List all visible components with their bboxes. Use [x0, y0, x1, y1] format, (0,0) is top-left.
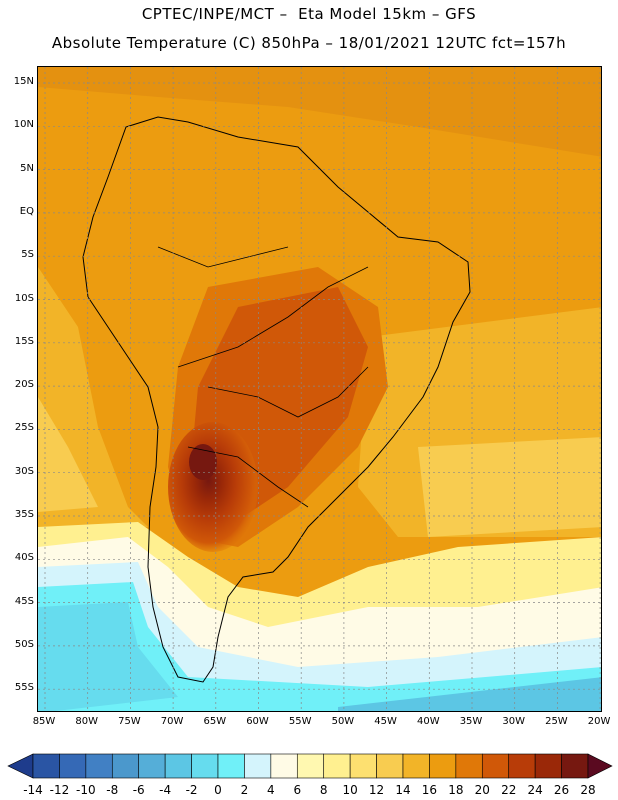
field-pacific-mild [38, 397, 98, 512]
lon-label: 55W [288, 716, 312, 727]
colorbar-label: 8 [319, 783, 328, 797]
colorbar-swatch [59, 753, 87, 779]
field-north [38, 67, 601, 157]
lon-label: 35W [459, 716, 483, 727]
lon-label: 65W [203, 716, 227, 727]
colorbar-swatch [455, 753, 483, 779]
lon-label: 30W [502, 716, 525, 727]
lon-label: 25W [545, 716, 568, 727]
lon-label: 45W [374, 716, 397, 727]
lat-label: 5S [21, 249, 34, 261]
lat-label: 10N [13, 119, 34, 131]
colorbar-label: 18 [448, 783, 464, 797]
lat-label: 10S [14, 292, 34, 304]
lat-label: 45S [14, 595, 34, 607]
colorbar-arrow-high [587, 753, 613, 779]
colorbar-swatch [138, 753, 166, 779]
colorbar-arrow-low [7, 753, 34, 779]
lon-label: 20W [587, 716, 611, 727]
colorbar-label: -4 [159, 783, 172, 797]
colorbar-label: 2 [240, 783, 249, 797]
colorbar-label: -2 [185, 783, 198, 797]
colorbar-swatch [349, 753, 377, 779]
colorbar-swatch [191, 753, 219, 779]
field-atlantic-mild [418, 437, 601, 537]
colorbar-swatch [402, 753, 430, 779]
border-line-1 [177, 266, 369, 368]
colorbar-label: 12 [368, 783, 385, 797]
colorbar-label: 4 [267, 783, 275, 797]
colorbar-swatch [508, 753, 536, 779]
lat-label: 5N [20, 162, 34, 174]
colorbar-label: 16 [421, 783, 438, 797]
colorbar-label: -8 [106, 783, 119, 797]
chart-title-model: CPTEC/INPE/MCT – Eta Model 15km – GFS [141, 5, 477, 23]
field-max-core [189, 444, 217, 480]
colorbar-label: 28 [580, 783, 596, 797]
temperature-map [37, 66, 602, 712]
border-line-2 [207, 366, 369, 418]
lat-label: 15N [13, 76, 34, 87]
border-line-3 [187, 446, 309, 508]
graticule [38, 67, 601, 711]
lat-label: 30S [14, 465, 34, 477]
colorbar-label: 14 [395, 783, 411, 797]
chart-title-variable: Absolute Temperature (C) 850hPa – 18/01/… [51, 34, 567, 52]
field-south-colder [38, 582, 601, 711]
lon-label: 70W [160, 716, 184, 727]
colorbar-swatch [85, 753, 113, 779]
border-line-4 [157, 246, 289, 268]
colorbar-label: -12 [49, 783, 70, 797]
colorbar-swatch [561, 753, 589, 779]
colorbar-label: 24 [527, 783, 543, 797]
colorbar-label: 26 [553, 783, 570, 797]
colorbar-label: -14 [23, 783, 43, 797]
colorbar-label: -10 [76, 783, 96, 797]
lat-label: 25S [14, 422, 34, 434]
field-patagonia-pacific [38, 602, 178, 711]
colorbar-swatch [32, 753, 60, 779]
colorbar-swatch [323, 753, 351, 779]
colorbar-swatch [244, 753, 272, 779]
colorbar-swatch [429, 753, 457, 779]
temperature-field [38, 67, 601, 711]
field-hot-core [168, 422, 258, 552]
colorbar-label: -6 [132, 783, 145, 797]
lon-label: 80W [75, 716, 98, 727]
lat-label: EQ [19, 205, 34, 217]
lon-label: 60W [246, 716, 269, 727]
colorbar [7, 753, 613, 779]
lat-label: 20S [14, 379, 34, 391]
colorbar-label: 0 [214, 783, 222, 797]
field-far-south [338, 677, 601, 711]
lon-label: 40W [416, 716, 440, 727]
lon-label: 50W [331, 716, 355, 727]
colorbar-swatch [376, 753, 404, 779]
lon-label: 75W [118, 716, 141, 727]
colorbar-swatch [534, 753, 562, 779]
lat-label: 50S [14, 638, 34, 650]
colorbar-label: 10 [342, 783, 358, 797]
colorbar-label: 6 [293, 783, 302, 797]
colorbar-swatch [481, 753, 510, 779]
lat-label: 35S [14, 509, 34, 520]
colorbar-swatch [270, 753, 298, 779]
colorbar-swatch [111, 753, 140, 779]
coastline [82, 116, 471, 683]
colorbar-label: 22 [501, 783, 517, 797]
lat-label: 40S [14, 552, 34, 564]
lon-label: 85W [32, 716, 56, 727]
lat-label: 15S [14, 335, 34, 347]
lat-label: 55S [14, 682, 34, 694]
colorbar-label: 20 [474, 783, 490, 797]
colorbar-swatch [217, 753, 245, 779]
colorbar-swatch [164, 753, 192, 779]
colorbar-swatch [296, 753, 325, 779]
